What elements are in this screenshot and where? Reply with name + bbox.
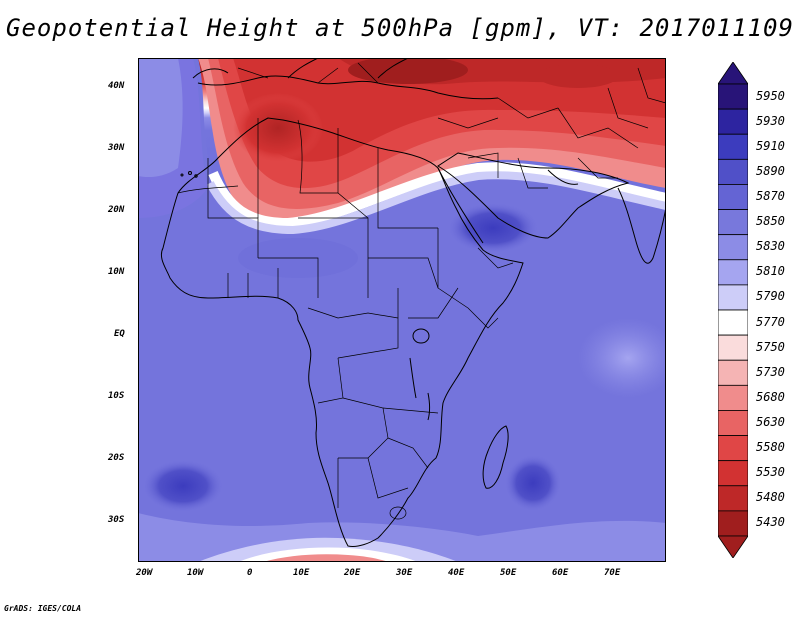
colorbar-label: 5910 — [756, 138, 785, 153]
colorbar-label: 5930 — [756, 113, 785, 128]
colorbar-label: 5830 — [756, 239, 785, 254]
colorbar-cell — [718, 309, 748, 336]
colorbar-arrow-bottom — [718, 535, 748, 558]
colorbar-cell — [718, 384, 748, 411]
colorbar-cell — [718, 284, 748, 311]
colorbar-cell — [718, 133, 748, 160]
colorbar-label: 5750 — [756, 339, 785, 354]
colorbar-cell — [718, 435, 748, 462]
lon-tick: 30E — [396, 568, 413, 578]
map-plot — [138, 58, 666, 562]
lon-tick: 20W — [136, 568, 153, 578]
colorbar-cell — [718, 108, 748, 135]
lat-tick: EQ — [114, 329, 125, 339]
lon-tick: 60E — [552, 568, 569, 578]
footer-credit: GrADS: IGES/COLA — [4, 604, 82, 613]
lon-tick: 20E — [344, 568, 361, 578]
colorbar — [718, 62, 748, 558]
colorbar-label: 5730 — [756, 364, 785, 379]
lat-tick: 30N — [108, 143, 125, 153]
colorbar-label: 5530 — [756, 465, 785, 480]
colorbar-label: 5680 — [756, 389, 785, 404]
colorbar-cell — [718, 209, 748, 236]
colorbar-cell — [718, 485, 748, 512]
colorbar-label: 5950 — [756, 88, 785, 103]
colorbar-label: 5790 — [756, 289, 785, 304]
colorbar-label: 5580 — [756, 440, 785, 455]
chart-title: Geopotential Height at 500hPa [gpm], VT:… — [6, 14, 794, 42]
lat-tick: 20S — [108, 453, 125, 463]
colorbar-label: 5890 — [756, 163, 785, 178]
colorbar-label: 5870 — [756, 189, 785, 203]
coastlines — [160, 58, 666, 547]
lon-tick: 0 — [247, 568, 253, 578]
colorbar-label: 5480 — [756, 490, 785, 505]
colorbar-cell — [718, 259, 748, 286]
colorbar-label: 5430 — [756, 515, 785, 530]
borders — [177, 62, 666, 520]
lat-tick: 20N — [108, 205, 125, 215]
lat-tick: 10N — [108, 267, 125, 277]
high-indian-ocean — [505, 455, 561, 511]
colorbar-label: 5810 — [756, 264, 785, 279]
colorbar-arrow-top — [718, 62, 748, 85]
colorbar-cell — [718, 359, 748, 386]
colorbar-label: 5770 — [756, 314, 785, 329]
lat-tick: 10S — [108, 391, 125, 401]
colorbar-cell — [718, 510, 748, 537]
lat-tick: 40N — [108, 81, 125, 91]
colorbar-cell — [718, 460, 748, 487]
lat-tick: 30S — [108, 515, 125, 525]
lon-tick: 70E — [604, 568, 621, 578]
colorbar-cell — [718, 234, 748, 261]
lon-tick: 10E — [293, 568, 310, 578]
lon-tick: 10W — [187, 568, 204, 578]
lon-tick: 40E — [448, 568, 465, 578]
colorbar-cell — [718, 410, 748, 436]
colorbar-label: 5850 — [756, 214, 785, 229]
colorbar-cell — [718, 83, 748, 110]
colorbar-cell — [718, 334, 748, 361]
high-south-atlantic — [143, 460, 223, 512]
colorbar-cell — [718, 158, 748, 185]
high-horn-africa — [448, 203, 538, 253]
colorbar-cell — [718, 184, 748, 210]
colorbar-label: 5630 — [756, 415, 785, 429]
lon-tick: 50E — [500, 568, 517, 578]
